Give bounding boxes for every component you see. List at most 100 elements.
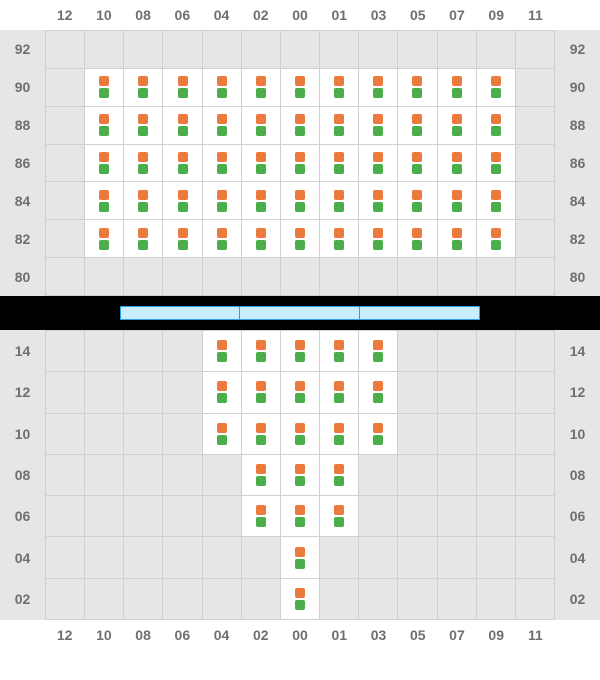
seat-cell[interactable] — [241, 220, 280, 257]
seat-cell[interactable] — [84, 107, 123, 144]
empty-cell — [397, 372, 436, 412]
seat-cell[interactable] — [397, 220, 436, 257]
seat-cell[interactable] — [202, 69, 241, 106]
seat-cell[interactable] — [123, 69, 162, 106]
seat-cell[interactable] — [437, 107, 476, 144]
seat-cell[interactable] — [280, 537, 319, 577]
seat-cell[interactable] — [241, 182, 280, 219]
seat-cell[interactable] — [123, 182, 162, 219]
empty-cell — [84, 579, 123, 619]
seat-cell[interactable] — [358, 107, 397, 144]
seat-cell[interactable] — [202, 107, 241, 144]
seat-cell[interactable] — [397, 182, 436, 219]
seat-cell[interactable] — [162, 107, 201, 144]
seat-cell[interactable] — [397, 107, 436, 144]
seat-cell[interactable] — [319, 496, 358, 536]
seat-cell[interactable] — [476, 69, 515, 106]
seat-cell[interactable] — [397, 69, 436, 106]
seat-cell[interactable] — [319, 145, 358, 182]
seat-cell[interactable] — [241, 107, 280, 144]
seat-cell[interactable] — [202, 220, 241, 257]
seat-cell[interactable] — [476, 182, 515, 219]
seat-cell[interactable] — [280, 145, 319, 182]
seat-cell[interactable] — [280, 220, 319, 257]
seat-cell[interactable] — [397, 145, 436, 182]
seat-cell[interactable] — [319, 455, 358, 495]
seat-cell[interactable] — [280, 496, 319, 536]
seat-cell[interactable] — [319, 220, 358, 257]
seat-cell[interactable] — [84, 69, 123, 106]
seat-cell[interactable] — [202, 182, 241, 219]
seat-cell[interactable] — [123, 145, 162, 182]
empty-cell — [84, 537, 123, 577]
seat-marker-top — [373, 381, 383, 391]
seat-cell[interactable] — [241, 331, 280, 371]
empty-cell — [123, 258, 162, 295]
seat-marker-bottom — [99, 88, 109, 98]
column-label: 00 — [280, 7, 319, 23]
seat-cell[interactable] — [358, 145, 397, 182]
seat-cell[interactable] — [319, 69, 358, 106]
seat-cell[interactable] — [84, 220, 123, 257]
seat-cell[interactable] — [476, 107, 515, 144]
seat-cell[interactable] — [358, 69, 397, 106]
seat-cell[interactable] — [241, 496, 280, 536]
seat-cell[interactable] — [476, 145, 515, 182]
seat-marker-top — [217, 190, 227, 200]
seat-cell[interactable] — [319, 331, 358, 371]
seat-cell[interactable] — [84, 145, 123, 182]
seat-cell[interactable] — [358, 182, 397, 219]
seat-marker-top — [295, 505, 305, 515]
seat-marker-bottom — [256, 126, 266, 136]
seat-cell[interactable] — [280, 372, 319, 412]
seat-marker-top — [373, 114, 383, 124]
seat-cell[interactable] — [319, 372, 358, 412]
empty-cell — [162, 331, 201, 371]
seat-cell[interactable] — [358, 372, 397, 412]
seat-cell[interactable] — [202, 331, 241, 371]
seat-cell[interactable] — [241, 455, 280, 495]
seat-cell[interactable] — [280, 107, 319, 144]
seat-marker-top — [452, 190, 462, 200]
seat-cell[interactable] — [202, 145, 241, 182]
seat-cell[interactable] — [280, 579, 319, 619]
seat-cell[interactable] — [437, 220, 476, 257]
seat-cell[interactable] — [358, 414, 397, 454]
seat-cell[interactable] — [437, 69, 476, 106]
seat-cell[interactable] — [84, 182, 123, 219]
seat-cell[interactable] — [123, 107, 162, 144]
seat-marker-bottom — [295, 126, 305, 136]
row-label: 80 — [555, 258, 600, 296]
seat-cell[interactable] — [123, 220, 162, 257]
seat-cell[interactable] — [280, 69, 319, 106]
seat-cell[interactable] — [280, 331, 319, 371]
seat-cell[interactable] — [202, 372, 241, 412]
seat-cell[interactable] — [241, 372, 280, 412]
seat-cell[interactable] — [358, 331, 397, 371]
seat-cell[interactable] — [241, 69, 280, 106]
seat-marker-top — [295, 547, 305, 557]
seat-cell[interactable] — [241, 414, 280, 454]
seat-cell[interactable] — [202, 414, 241, 454]
seat-cell[interactable] — [437, 145, 476, 182]
empty-cell — [319, 537, 358, 577]
row-label: 90 — [555, 68, 600, 106]
seat-cell[interactable] — [319, 107, 358, 144]
seat-cell[interactable] — [319, 182, 358, 219]
seat-cell[interactable] — [280, 414, 319, 454]
seat-cell[interactable] — [358, 220, 397, 257]
seat-cell[interactable] — [162, 182, 201, 219]
seat-cell[interactable] — [319, 414, 358, 454]
seat-cell[interactable] — [241, 145, 280, 182]
seat-cell[interactable] — [280, 182, 319, 219]
seat-cell[interactable] — [162, 220, 201, 257]
seat-cell[interactable] — [280, 455, 319, 495]
seat-cell[interactable] — [162, 145, 201, 182]
seat-cell[interactable] — [162, 69, 201, 106]
seat-marker-top — [217, 76, 227, 86]
seat-cell[interactable] — [476, 220, 515, 257]
seat-marker-top — [295, 588, 305, 598]
empty-cell — [319, 31, 358, 68]
seat-marker-bottom — [412, 202, 422, 212]
seat-cell[interactable] — [437, 182, 476, 219]
